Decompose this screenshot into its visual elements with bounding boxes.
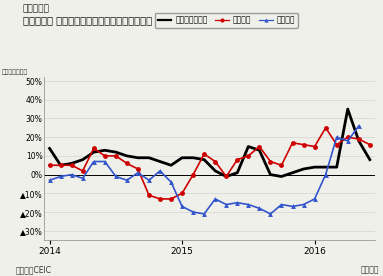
Legend: 工業生産量指数, 電気機械, 食品加工: 工業生産量指数, 電気機械, 食品加工	[154, 13, 298, 28]
Text: フィリピン 鉱工業生産指数（業種別）の伸び率: フィリピン 鉱工業生産指数（業種別）の伸び率	[23, 15, 152, 25]
Text: （図表５）: （図表５）	[23, 4, 50, 13]
Text: （前年同月比）: （前年同月比）	[2, 69, 28, 75]
Text: （資料）CEIC: （資料）CEIC	[15, 266, 51, 275]
Text: （月次）: （月次）	[361, 266, 379, 275]
